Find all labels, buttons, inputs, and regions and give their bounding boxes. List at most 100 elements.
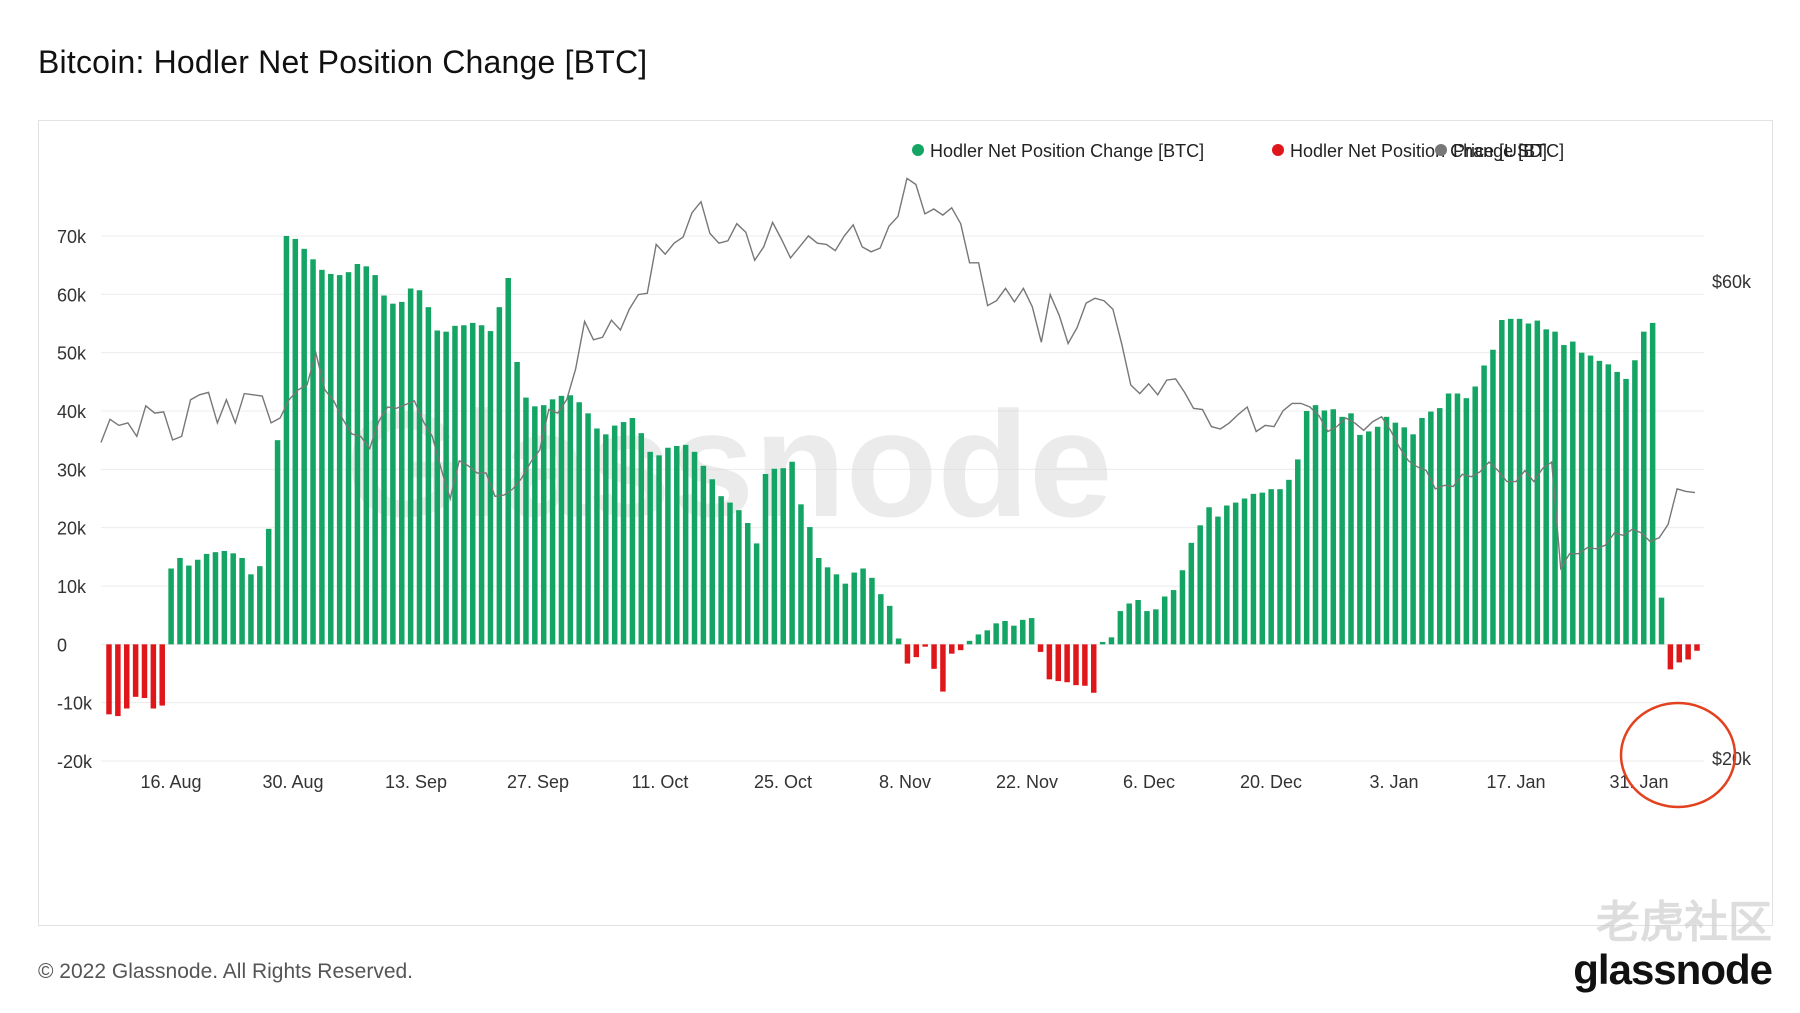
y2-tick-label: $20k bbox=[1712, 749, 1752, 769]
bar-positive bbox=[505, 278, 511, 645]
bar-positive bbox=[975, 634, 982, 645]
x-axis: 16. Aug 30. Aug 13. Sep 27. Sep 11. Oct 25. O… bbox=[140, 772, 1668, 792]
bar-positive bbox=[434, 330, 440, 645]
bar-negative bbox=[123, 644, 130, 709]
bar-negative bbox=[1685, 644, 1691, 660]
bar-positive bbox=[416, 290, 423, 645]
price-series bbox=[100, 177, 1696, 571]
copyright-footer: © 2022 Glassnode. All Rights Reserved. bbox=[38, 960, 414, 983]
bar-positive bbox=[1419, 418, 1425, 645]
bar-positive bbox=[390, 303, 396, 645]
bar-negative bbox=[159, 644, 165, 706]
bar-positive bbox=[647, 451, 653, 645]
bar-positive bbox=[1649, 322, 1656, 645]
y-tick-label: 70k bbox=[57, 227, 87, 247]
bar-negative bbox=[1073, 644, 1079, 686]
bar-positive bbox=[1250, 493, 1257, 645]
bar-positive bbox=[1330, 409, 1337, 645]
legend-label[interactable]: Hodler Net Position Change [BTC] bbox=[930, 141, 1204, 161]
bar-positive bbox=[744, 523, 751, 645]
bar-negative bbox=[922, 644, 928, 647]
bar-positive bbox=[301, 248, 307, 645]
bar-positive bbox=[1277, 489, 1283, 645]
legend-label[interactable]: Hodler Net Position Change [BTC] bbox=[1290, 141, 1564, 161]
bar-positive bbox=[727, 502, 733, 645]
bar-positive bbox=[1011, 625, 1017, 645]
bar-negative bbox=[106, 644, 112, 715]
bar-positive bbox=[1321, 410, 1328, 645]
bar-positive bbox=[221, 551, 228, 645]
bar-positive bbox=[1366, 431, 1372, 645]
bar-positive bbox=[1232, 502, 1239, 645]
bar-positive bbox=[487, 331, 494, 645]
bar-positive bbox=[354, 264, 361, 645]
bar-positive bbox=[860, 568, 866, 645]
bar-positive bbox=[576, 402, 582, 645]
bar-positive bbox=[771, 468, 778, 645]
bar-series bbox=[106, 236, 1700, 717]
bar-positive bbox=[1605, 364, 1612, 645]
bar-positive bbox=[1028, 618, 1035, 645]
x-tick-label: 22. Nov bbox=[996, 772, 1058, 792]
bar-positive bbox=[381, 295, 387, 645]
x-tick-label: 13. Sep bbox=[385, 772, 447, 792]
bar-positive bbox=[993, 623, 999, 645]
bar-positive bbox=[1126, 603, 1132, 645]
bar-positive bbox=[1259, 492, 1266, 645]
bar-positive bbox=[328, 273, 334, 645]
bar-positive bbox=[469, 322, 476, 645]
bar-positive bbox=[248, 574, 254, 645]
legend-label[interactable]: Price [USD] bbox=[1453, 141, 1547, 161]
bar-positive bbox=[674, 446, 680, 645]
bar-positive bbox=[1179, 570, 1186, 645]
bar-positive bbox=[665, 447, 671, 645]
x-tick-label: 25. Oct bbox=[754, 772, 812, 792]
bar-positive bbox=[718, 496, 724, 645]
bar-positive bbox=[1002, 621, 1008, 645]
bar-positive bbox=[345, 272, 352, 645]
legend[interactable]: Hodler Net Position Change [BTC] Hodler N… bbox=[912, 141, 1564, 161]
bar-positive bbox=[709, 479, 716, 645]
highlight-circle bbox=[1619, 701, 1737, 809]
bar-positive bbox=[1623, 378, 1629, 645]
bar-positive bbox=[549, 399, 556, 645]
bar-positive bbox=[1357, 434, 1363, 645]
bar-positive bbox=[984, 630, 991, 645]
y-tick-label: 60k bbox=[57, 285, 87, 305]
bar-positive bbox=[1641, 331, 1647, 645]
bar-positive bbox=[1197, 525, 1203, 645]
bar-positive bbox=[203, 553, 210, 645]
bar-positive bbox=[1135, 600, 1141, 645]
bar-positive bbox=[292, 238, 299, 645]
bar-positive bbox=[194, 559, 201, 645]
bar-positive bbox=[257, 566, 263, 645]
bar-positive bbox=[1463, 398, 1470, 645]
y-tick-label: 10k bbox=[57, 577, 87, 597]
bar-negative bbox=[115, 644, 121, 717]
bar-positive bbox=[478, 325, 485, 645]
bar-positive bbox=[1020, 619, 1026, 645]
x-tick-label: 30. Aug bbox=[262, 772, 323, 792]
bar-positive bbox=[620, 422, 627, 645]
bar-positive bbox=[1383, 416, 1390, 645]
bar-positive bbox=[274, 440, 281, 645]
bar-positive bbox=[1312, 405, 1319, 645]
bar-negative bbox=[913, 644, 920, 658]
brand-logo: glassnode bbox=[1573, 946, 1773, 993]
bar-positive bbox=[1286, 479, 1292, 645]
bar-positive bbox=[762, 474, 769, 645]
bar-positive bbox=[851, 572, 857, 645]
y-tick-label: 20k bbox=[57, 519, 87, 539]
bar-positive bbox=[1658, 597, 1665, 645]
bar-positive bbox=[1543, 329, 1549, 645]
bar-positive bbox=[310, 259, 316, 645]
bar-positive bbox=[336, 275, 343, 645]
bar-positive bbox=[558, 395, 565, 645]
bar-positive bbox=[399, 301, 405, 645]
bar-positive bbox=[736, 510, 742, 645]
bar-positive bbox=[1614, 371, 1620, 645]
bar-positive bbox=[1445, 393, 1452, 645]
bar-positive bbox=[1632, 360, 1638, 645]
bar-positive bbox=[1481, 365, 1487, 645]
bar-positive bbox=[168, 568, 174, 645]
